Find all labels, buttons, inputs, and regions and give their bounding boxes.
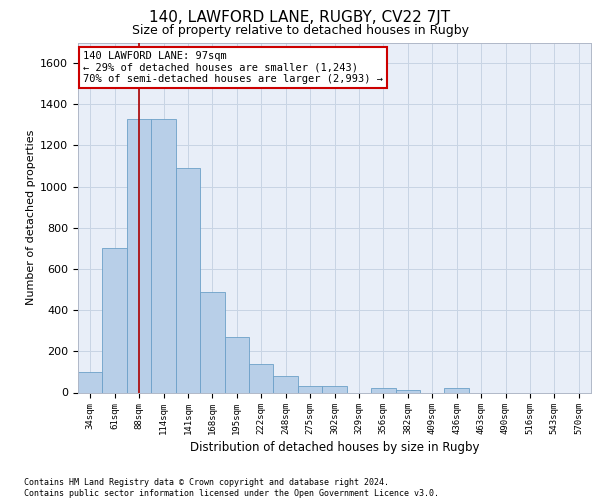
Bar [249,364,274,392]
Bar [127,118,151,392]
Bar [103,248,127,392]
Bar [371,388,395,392]
Bar [298,386,322,392]
Text: Size of property relative to detached houses in Rugby: Size of property relative to detached ho… [131,24,469,37]
Text: 140, LAWFORD LANE, RUGBY, CV22 7JT: 140, LAWFORD LANE, RUGBY, CV22 7JT [149,10,451,25]
Text: Contains HM Land Registry data © Crown copyright and database right 2024.
Contai: Contains HM Land Registry data © Crown c… [24,478,439,498]
Bar [445,388,469,392]
Bar [176,168,200,392]
Text: 140 LAWFORD LANE: 97sqm
← 29% of detached houses are smaller (1,243)
70% of semi: 140 LAWFORD LANE: 97sqm ← 29% of detache… [83,50,383,84]
Bar [78,372,103,392]
Bar [322,386,347,392]
Y-axis label: Number of detached properties: Number of detached properties [26,130,36,305]
Bar [224,337,249,392]
X-axis label: Distribution of detached houses by size in Rugby: Distribution of detached houses by size … [190,442,479,454]
Bar [200,292,224,392]
Bar [274,376,298,392]
Bar [395,390,420,392]
Bar [151,118,176,392]
